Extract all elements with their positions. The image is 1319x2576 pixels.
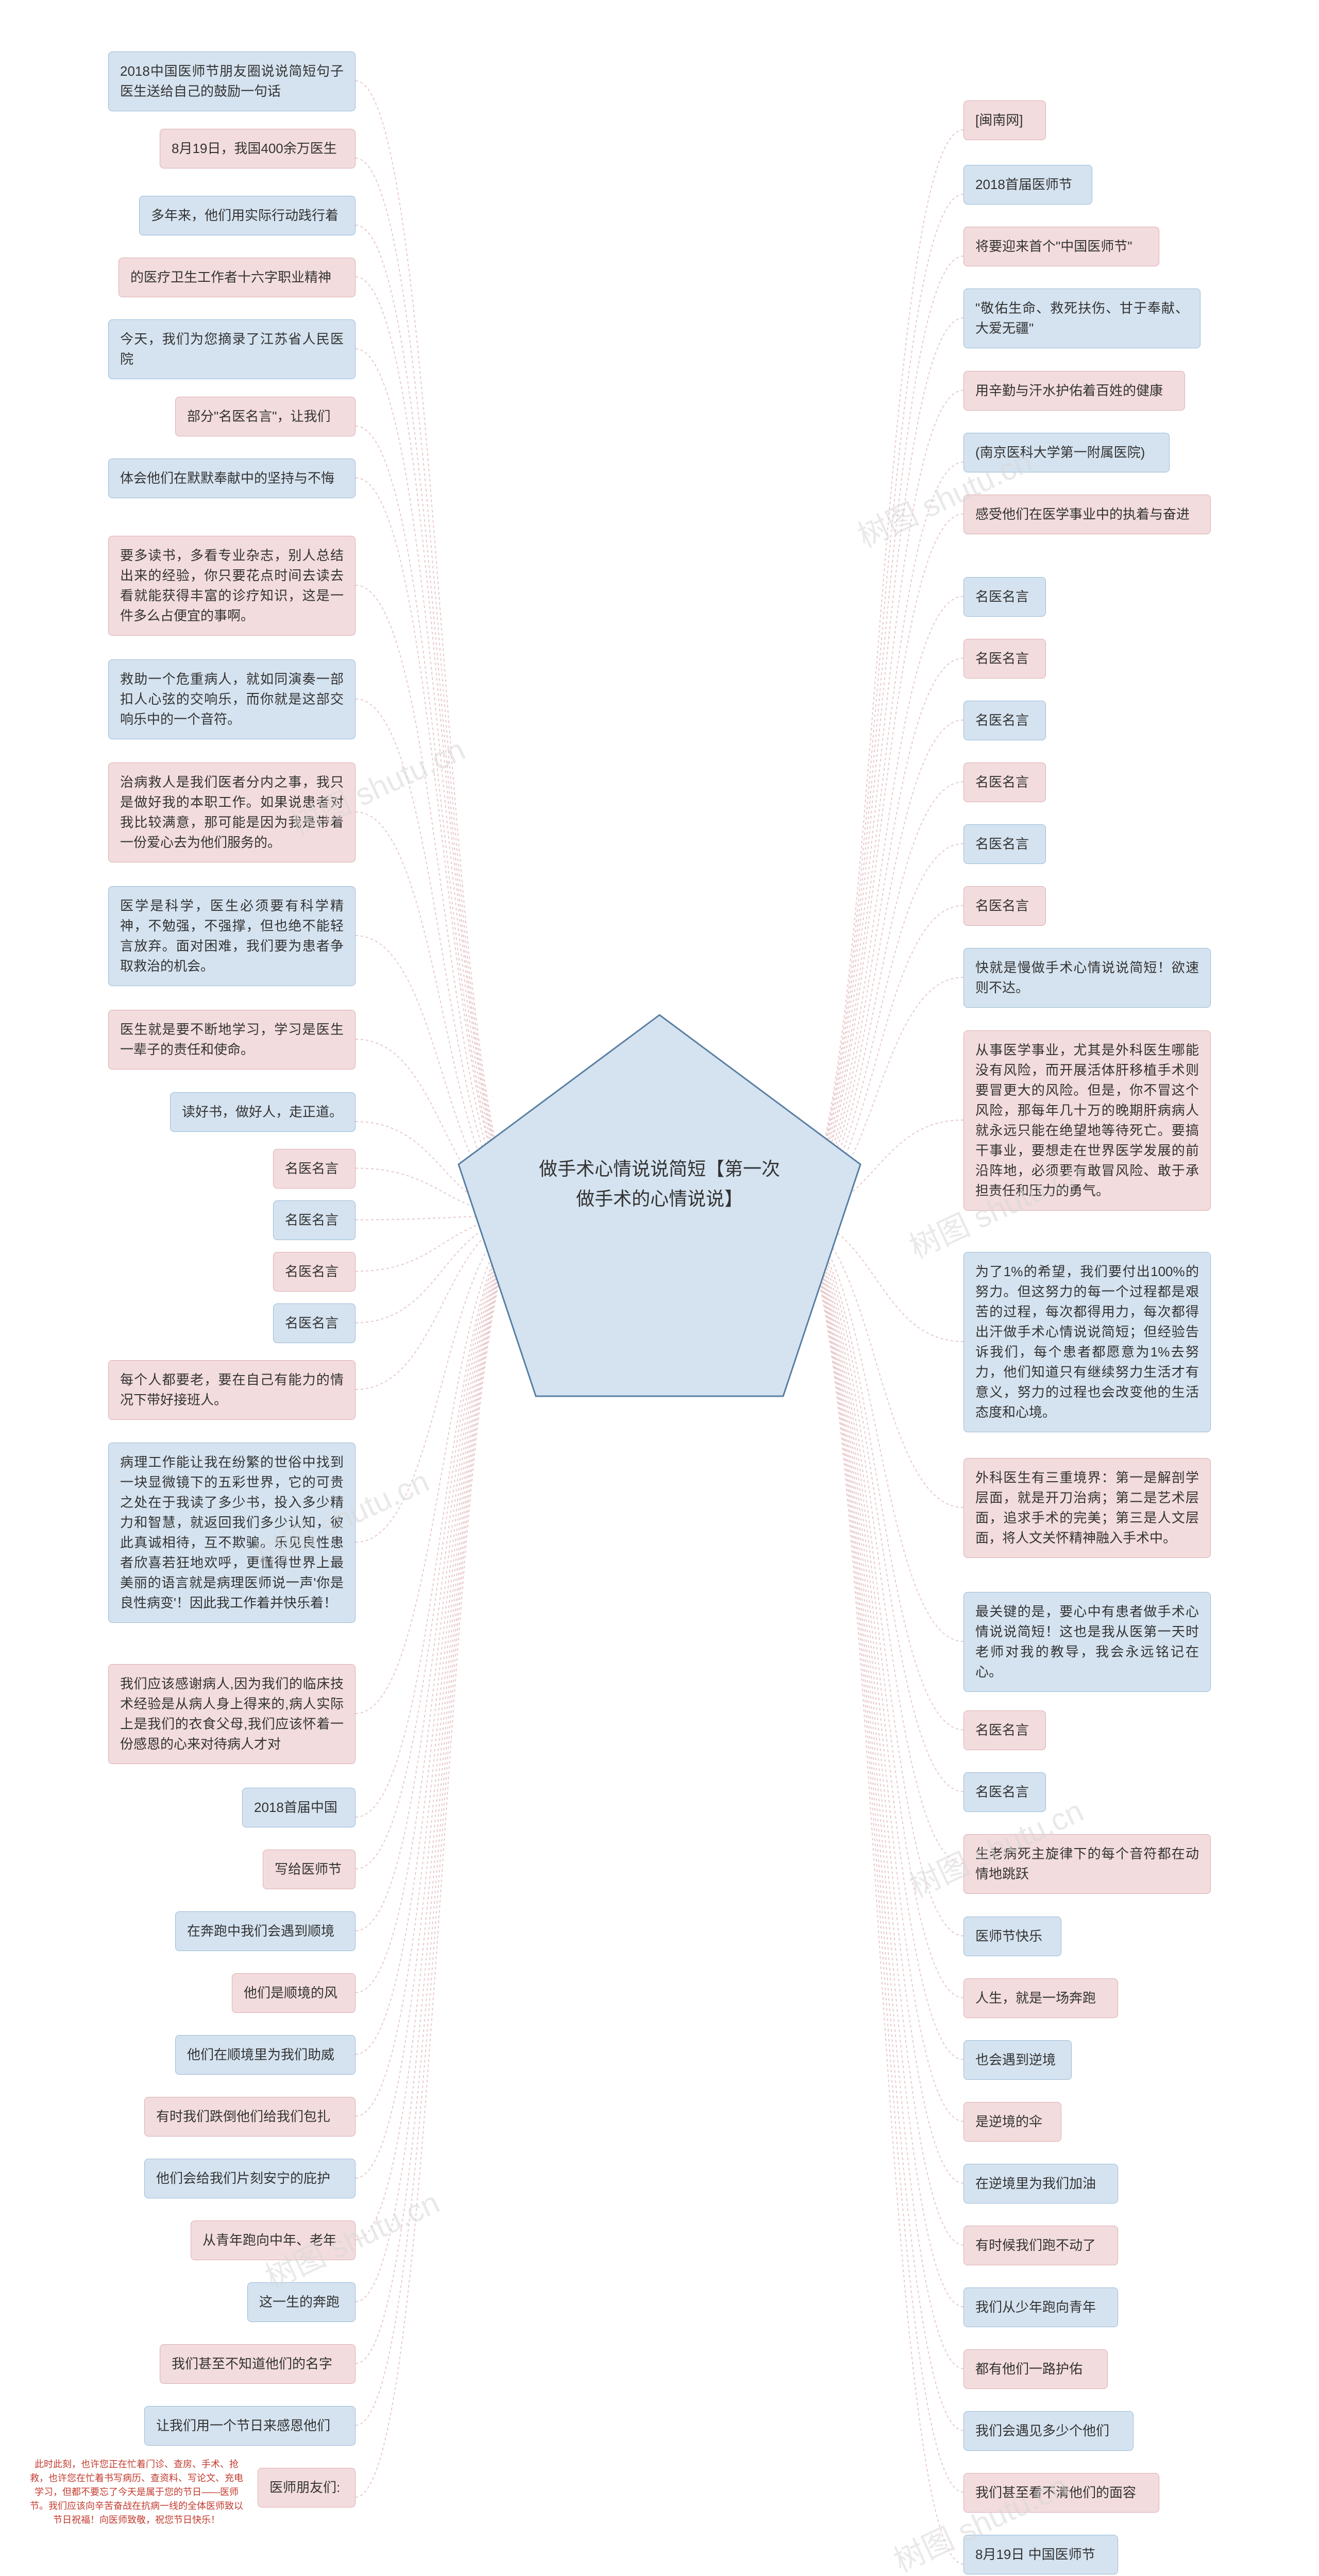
- mindmap-node: 写给医师节: [263, 1850, 356, 1889]
- mindmap-node: 名医名言: [963, 577, 1046, 617]
- mindmap-node: 部分"名医名言"，让我们: [175, 397, 356, 436]
- mindmap-node: 名医名言: [963, 762, 1046, 802]
- mindmap-node: 快就是慢做手术心情说说简短！欲速则不达。: [963, 948, 1211, 1008]
- mindmap-node: 医学是科学，医生必须要有科学精神，不勉强，不强撑，但也绝不能轻言放弃。面对困难，…: [108, 886, 356, 986]
- mindmap-node: 多年来，他们用实际行动践行着: [139, 196, 356, 235]
- mindmap-node: 医师朋友们:: [258, 2468, 356, 2507]
- mindmap-node: 名医名言: [963, 701, 1046, 740]
- mindmap-node: 他们会给我们片刻安宁的庇护: [144, 2159, 356, 2198]
- mindmap-node: 8月19日，我国400余万医生: [160, 129, 356, 168]
- mindmap-node: 名医名言: [963, 824, 1046, 864]
- mindmap-node: 救助一个危重病人，就如同演奏一部扣人心弦的交响乐，而你就是这部交响乐中的一个音符…: [108, 659, 356, 739]
- mindmap-node: 读好书，做好人，走正道。: [170, 1092, 356, 1132]
- mindmap-node: 的医疗卫生工作者十六字职业精神: [119, 258, 356, 297]
- mindmap-node: 最关键的是，要心中有患者做手术心情说说简短！这也是我从医第一天时老师对我的教导，…: [963, 1592, 1211, 1692]
- mindmap-node: 名医名言: [963, 1772, 1046, 1812]
- mindmap-node: 感受他们在医学事业中的执着与奋进: [963, 495, 1211, 534]
- mindmap-node: 名医名言: [273, 1303, 356, 1343]
- mindmap-node: 让我们用一个节日来感恩他们: [144, 2406, 356, 2446]
- mindmap-node: 每个人都要老，要在自己有能力的情况下带好接班人。: [108, 1360, 356, 1420]
- mindmap-node: 这一生的奔跑: [247, 2282, 356, 2322]
- mindmap-node: 我们甚至看不清他们的面容: [963, 2473, 1159, 2513]
- mindmap-node: 名医名言: [273, 1200, 356, 1240]
- mindmap-node: 将要迎来首个"中国医师节": [963, 227, 1159, 266]
- mindmap-node: 他们是顺境的风: [232, 1973, 356, 2013]
- mindmap-node: 为了1%的希望，我们要付出100%的努力。但这努力的每一个过程都是艰苦的过程，每…: [963, 1252, 1211, 1432]
- mindmap-node: 有时我们跌倒他们给我们包扎: [144, 2097, 356, 2137]
- mindmap-node: 我们从少年跑向青年: [963, 2287, 1118, 2327]
- mindmap-node: 我们甚至不知道他们的名字: [160, 2344, 356, 2384]
- mindmap-node: 名医名言: [273, 1252, 356, 1292]
- mindmap-node: 从事医学事业，尤其是外科医生哪能没有风险，而开展活体肝移植手术则要冒更大的风险。…: [963, 1030, 1211, 1211]
- center-title: 做手术心情说说简短【第一次做手术的心情说说】: [453, 1154, 866, 1213]
- mindmap-node: 人生，就是一场奔跑: [963, 1978, 1118, 2018]
- mindmap-node: 名医名言: [963, 639, 1046, 679]
- mindmap-node: 也会遇到逆境: [963, 2040, 1072, 2080]
- mindmap-node: 医生就是要不断地学习，学习是医生一辈子的责任和使命。: [108, 1010, 356, 1070]
- mindmap-node: 生老病死主旋律下的每个音符都在动情地跳跃: [963, 1834, 1211, 1894]
- mindmap-node: 今天，我们为您摘录了江苏省人民医院: [108, 319, 356, 379]
- mindmap-node: 我们应该感谢病人,因为我们的临床技术经验是从病人身上得来的,病人实际上是我们的衣…: [108, 1664, 356, 1764]
- mindmap-node: 他们在顺境里为我们助威: [175, 2035, 356, 2075]
- mindmap-node: 在逆境里为我们加油: [963, 2164, 1118, 2204]
- mindmap-node: 外科医生有三重境界：第一是解剖学层面，就是开刀治病；第二是艺术层面，追求手术的完…: [963, 1458, 1211, 1558]
- mindmap-node: 2018首届中国: [242, 1788, 356, 1827]
- mindmap-node: (南京医科大学第一附属医院): [963, 433, 1170, 472]
- mindmap-node: 是逆境的伞: [963, 2102, 1061, 2142]
- mindmap-node: 8月19日 中国医师节: [963, 2535, 1118, 2574]
- mindmap-node: 名医名言: [273, 1149, 356, 1189]
- pentagon-shape: [453, 1010, 866, 1422]
- mindmap-node: 从青年跑向中年、老年: [191, 2221, 356, 2260]
- mindmap-node: 都有他们一路护佑: [963, 2349, 1108, 2389]
- mindmap-node: 体会他们在默默奉献中的坚持与不悔: [108, 459, 356, 498]
- mindmap-node: 病理工作能让我在纷繁的世俗中找到一块显微镜下的五彩世界，它的可贵之处在于我读了多…: [108, 1443, 356, 1623]
- mindmap-node: 名医名言: [963, 886, 1046, 926]
- mindmap-node: 我们会遇见多少个他们: [963, 2411, 1134, 2451]
- mindmap-node: 有时候我们跑不动了: [963, 2226, 1118, 2265]
- mindmap-node: 治病救人是我们医者分内之事，我只是做好我的本职工作。如果说患者对我比较满意，那可…: [108, 762, 356, 862]
- mindmap-node: 名医名言: [963, 1710, 1046, 1750]
- mindmap-node: 医师节快乐: [963, 1917, 1061, 1956]
- mindmap-node: [闽南网]: [963, 100, 1046, 140]
- mindmap-node: "敬佑生命、救死扶伤、甘于奉献、大爱无疆": [963, 289, 1200, 348]
- mindmap-node: 要多读书，多看专业杂志，别人总结出来的经验，你只要花点时间去读去看就能获得丰富的…: [108, 536, 356, 636]
- footnote-text: 此时此刻，也许您正在忙着门诊、查房、手术、抢救，也许您在忙着书写病历、查资料、写…: [28, 2458, 245, 2527]
- mindmap-node: 2018中国医师节朋友圈说说简短句子 医生送给自己的鼓励一句话: [108, 52, 356, 111]
- mindmap-node: 用辛勤与汗水护佑着百姓的健康: [963, 371, 1185, 411]
- center-node: 做手术心情说说简短【第一次做手术的心情说说】: [453, 1010, 866, 1422]
- mindmap-node: 在奔跑中我们会遇到顺境: [175, 1911, 356, 1951]
- mindmap-node: 2018首届医师节: [963, 165, 1092, 205]
